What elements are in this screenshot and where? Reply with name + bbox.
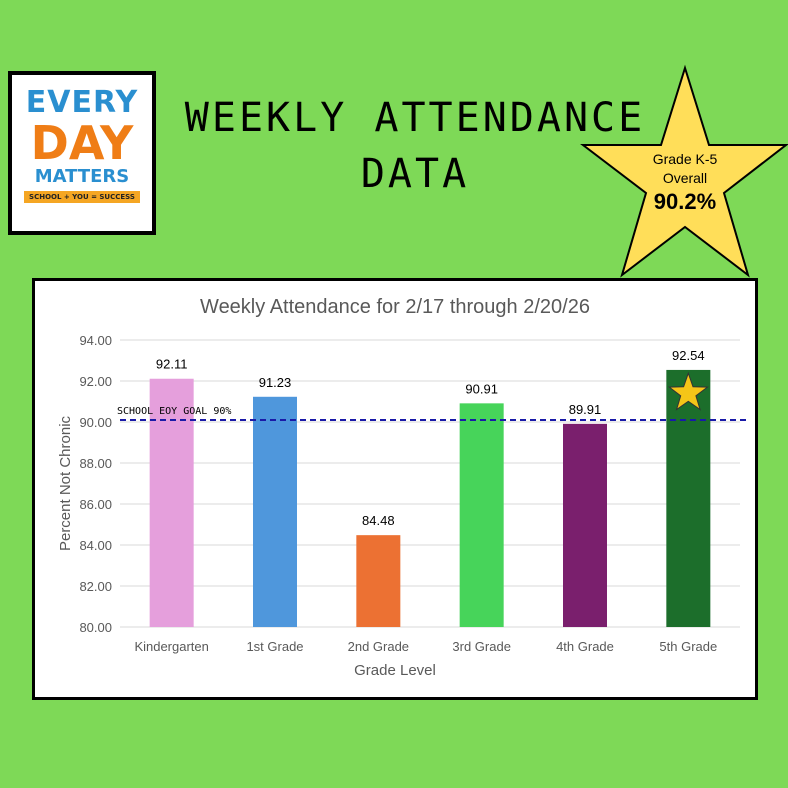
logo-day: DAY xyxy=(30,116,134,170)
y-tick-label: 94.00 xyxy=(79,333,112,348)
bar-5th-grade xyxy=(666,369,711,627)
chart-frame: Weekly Attendance for 2/17 through 2/20/… xyxy=(32,278,758,700)
star-icon xyxy=(667,371,709,411)
badge-line-1: Grade K-5 xyxy=(652,151,718,167)
title-line-2: DATA xyxy=(360,151,470,197)
y-tick-label: 80.00 xyxy=(79,620,112,635)
overall-badge: Grade K-5 Overall 90.2% xyxy=(625,150,745,216)
y-tick-label: 82.00 xyxy=(79,579,112,594)
bar-4th-grade xyxy=(563,423,607,627)
data-label: 89.91 xyxy=(569,402,602,417)
x-tick-label: 3rd Grade xyxy=(452,639,511,654)
badge-line-2: Overall xyxy=(662,170,708,186)
title-line-1: WEEKLY ATTENDANCE xyxy=(184,95,646,141)
x-tick-label: 2nd Grade xyxy=(348,639,409,654)
data-label: 92.54 xyxy=(672,348,705,363)
data-label: 90.91 xyxy=(465,381,498,396)
y-tick-label: 92.00 xyxy=(79,374,112,389)
y-tick-label: 90.00 xyxy=(79,415,112,430)
logo-every: EVERY xyxy=(25,85,139,120)
data-label: 91.23 xyxy=(259,375,292,390)
bar-2nd-grade xyxy=(356,535,401,627)
x-tick-label: Kindergarten xyxy=(134,639,208,654)
badge-value: 90.2% xyxy=(653,189,717,214)
star-icon xyxy=(580,64,788,278)
x-tick-label: 4th Grade xyxy=(556,639,614,654)
logo-matters: MATTERS xyxy=(34,166,130,187)
bar-chart: Weekly Attendance for 2/17 through 2/20/… xyxy=(57,296,750,679)
y-tick-label: 84.00 xyxy=(79,538,112,553)
bar-3rd-grade xyxy=(459,403,504,627)
every-day-matters-logo: EVERY DAY MATTERS SCHOOL + YOU = SUCCESS xyxy=(8,71,156,235)
y-tick-label: 88.00 xyxy=(79,456,112,471)
x-tick-label: 5th Grade xyxy=(659,639,717,654)
x-tick-label: 1st Grade xyxy=(246,639,303,654)
data-label: 84.48 xyxy=(362,513,395,528)
logo-tagline: SCHOOL + YOU = SUCCESS xyxy=(24,191,140,203)
goal-label: SCHOOL EOY GOAL 90% xyxy=(117,406,231,417)
y-tick-label: 86.00 xyxy=(79,497,112,512)
x-axis-label: Grade Level xyxy=(354,662,436,679)
chart-title: Weekly Attendance for 2/17 through 2/20/… xyxy=(200,296,590,318)
y-axis-label: Percent Not Chronic xyxy=(57,415,74,551)
page-title: WEEKLY ATTENDANCE DATA xyxy=(170,90,660,202)
data-label: 92.11 xyxy=(156,357,188,372)
bar-1st-grade xyxy=(253,396,297,627)
